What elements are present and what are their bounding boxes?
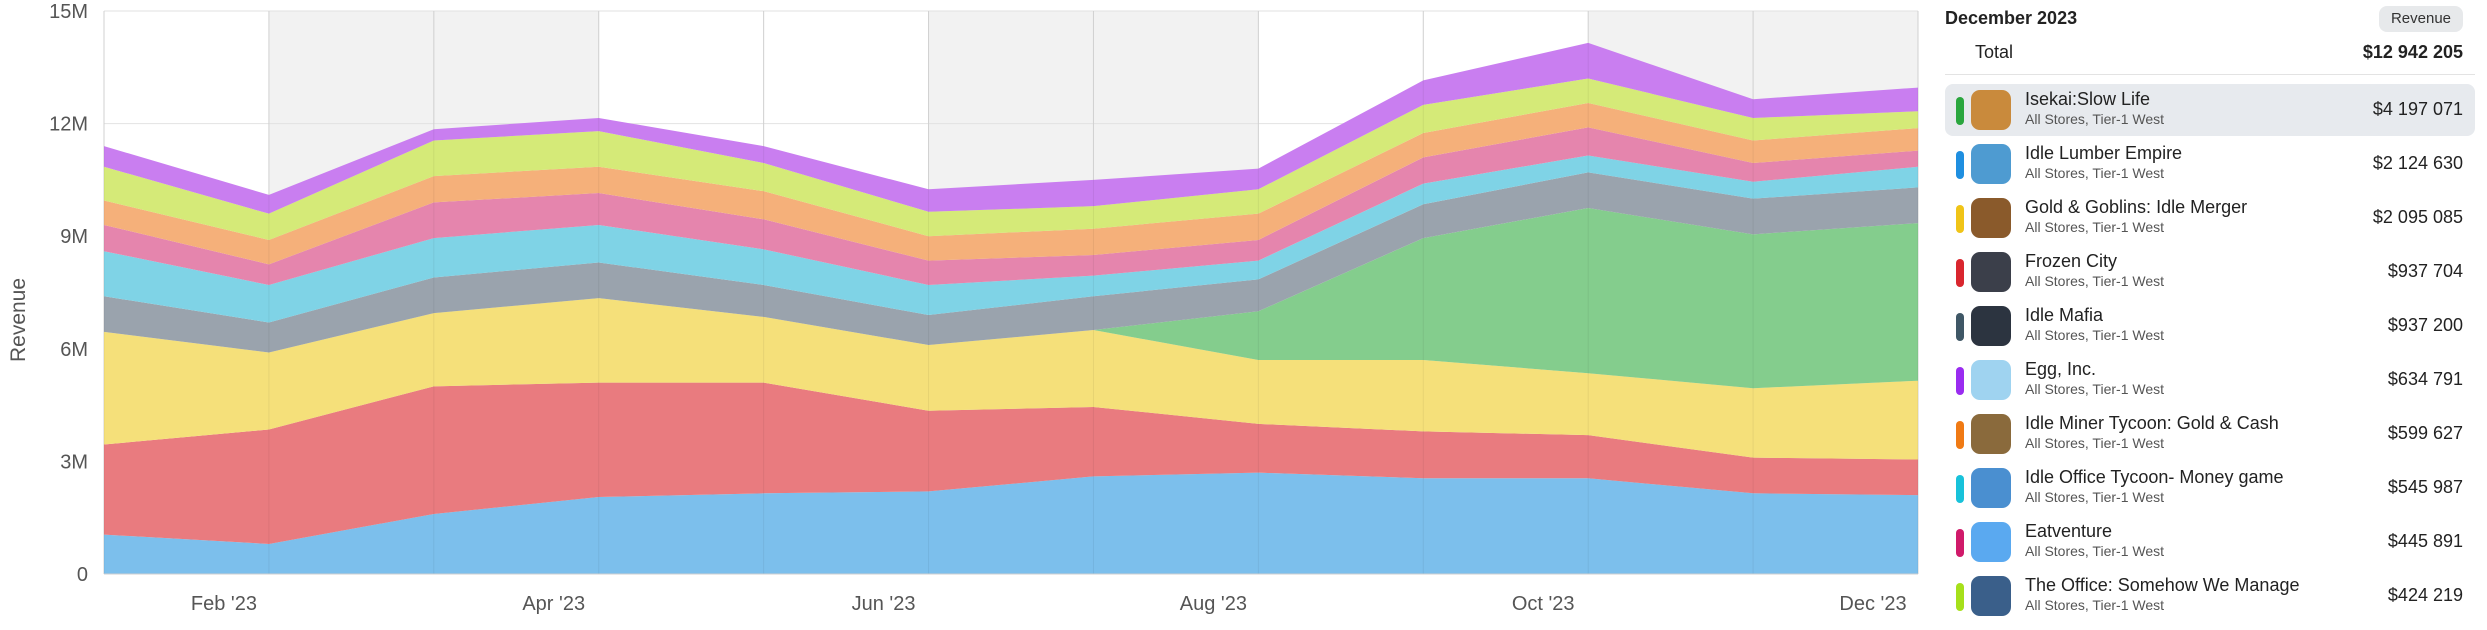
isekai-app-icon xyxy=(1971,90,2011,130)
app-revenue-value: $424 219 xyxy=(2387,585,2463,605)
series-color-swatch[interactable] xyxy=(1956,583,1964,611)
app-subtitle: All Stores, Tier-1 West xyxy=(2025,435,2165,451)
app-row[interactable]: The Office: Somehow We Manage All Stores,… xyxy=(1945,570,2475,622)
area-series-6 xyxy=(104,127,1918,285)
app-revenue-value: $937 704 xyxy=(2387,261,2463,281)
area-series-1 xyxy=(104,382,1918,544)
app-row[interactable]: Isekai:Slow Life All Stores, Tier-1 West $… xyxy=(1945,84,2475,136)
panel-header: December 2023 Revenue xyxy=(1945,6,2475,40)
metric-toggle-button[interactable]: Revenue xyxy=(2378,6,2463,32)
y-tick-label: 15M xyxy=(49,1,88,23)
series-color-swatch[interactable] xyxy=(1956,367,1964,395)
app-name: Idle Miner Tycoon: Gold & Cash xyxy=(2025,413,2279,433)
app-subtitle: All Stores, Tier-1 West xyxy=(2025,219,2165,235)
area-series-9 xyxy=(104,42,1918,214)
app-row[interactable]: Egg, Inc. All Stores, Tier-1 West $634 791 xyxy=(1945,354,2475,406)
the-office-app-icon xyxy=(1971,576,2011,616)
app-name: Egg, Inc. xyxy=(2025,359,2097,379)
app-row[interactable]: Eatventure All Stores, Tier-1 West $445 89… xyxy=(1945,516,2475,568)
area-series-7 xyxy=(104,102,1918,265)
area-series-3 xyxy=(104,208,1918,389)
y-tick-label: 9M xyxy=(60,226,88,248)
app-name: Idle Lumber Empire xyxy=(2025,143,2183,163)
app-subtitle: All Stores, Tier-1 West xyxy=(2025,111,2165,127)
series-color-swatch[interactable] xyxy=(1956,421,1964,449)
app-name: Eatventure xyxy=(2025,521,2113,541)
mafia-app-icon xyxy=(1971,306,2011,346)
app-revenue-value: $634 791 xyxy=(2387,369,2463,389)
series-color-swatch[interactable] xyxy=(1956,529,1964,557)
x-tick-label: Feb '23 xyxy=(191,593,257,615)
series-color-swatch[interactable] xyxy=(1956,151,1964,179)
app-subtitle: All Stores, Tier-1 West xyxy=(2025,327,2165,343)
app-name: Idle Mafia xyxy=(2025,305,2104,325)
app-subtitle: All Stores, Tier-1 West xyxy=(2025,489,2165,505)
y-tick-label: 6M xyxy=(60,339,88,361)
area-series-2 xyxy=(104,298,1918,460)
app-name: Isekai:Slow Life xyxy=(2025,89,2151,109)
y-tick-label: 3M xyxy=(60,451,88,473)
app-row[interactable]: Gold & Goblins: Idle Merger All Stores, T… xyxy=(1945,192,2475,244)
series-color-swatch[interactable] xyxy=(1956,313,1964,341)
app-revenue-value: $545 987 xyxy=(2387,477,2463,497)
total-label: Total xyxy=(1975,42,2014,62)
series-color-swatch[interactable] xyxy=(1956,259,1964,287)
egg-app-icon xyxy=(1971,360,2011,400)
app-name: Frozen City xyxy=(2025,251,2118,271)
series-color-swatch[interactable] xyxy=(1956,97,1964,125)
x-tick-label: Dec '23 xyxy=(1839,593,1906,615)
eatventure-app-icon xyxy=(1971,522,2011,562)
app-row[interactable]: Idle Office Tycoon- Money game All Stores… xyxy=(1945,462,2475,514)
office-tycoon-app-icon xyxy=(1971,468,2011,508)
total-value: $12 942 205 xyxy=(2362,42,2463,62)
x-tick-label: Oct '23 xyxy=(1512,593,1575,615)
app-revenue-value: $2 095 085 xyxy=(2372,207,2463,227)
x-tick-label: Jun '23 xyxy=(852,593,916,615)
app-revenue-value: $937 200 xyxy=(2387,315,2463,335)
app-row[interactable]: Idle Mafia All Stores, Tier-1 West $937 20… xyxy=(1945,300,2475,352)
app-subtitle: All Stores, Tier-1 West xyxy=(2025,165,2165,181)
goblins-app-icon xyxy=(1971,198,2011,238)
app-subtitle: All Stores, Tier-1 West xyxy=(2025,381,2165,397)
total-row: Total $12 942 205 xyxy=(1945,40,2475,75)
chart-canvas: 0 3M 6M 9M 12M 15M Feb '23 Apr '23 Jun '23 Aug '2… xyxy=(49,1,1919,615)
app-row[interactable]: Frozen City All Stores, Tier-1 West $937 7… xyxy=(1945,246,2475,298)
area-series-5 xyxy=(104,155,1918,323)
app-name: The Office: Somehow We Manage xyxy=(2025,575,2300,595)
app-subtitle: All Stores, Tier-1 West xyxy=(2025,543,2165,559)
app-revenue-value: $445 891 xyxy=(2387,531,2463,551)
y-tick-label: 0 xyxy=(77,564,88,586)
period-title: December 2023 xyxy=(1945,8,2078,28)
app-subtitle: All Stores, Tier-1 West xyxy=(2025,597,2165,613)
lumber-app-icon xyxy=(1971,144,2011,184)
app-name: Gold & Goblins: Idle Merger xyxy=(2025,197,2248,217)
y-tick-label: 12M xyxy=(49,114,88,136)
x-tick-label: Apr '23 xyxy=(522,593,585,615)
app-name: Idle Office Tycoon- Money game xyxy=(2025,467,2284,487)
app-revenue-value: $4 197 071 xyxy=(2372,99,2463,119)
legend-panel: December 2023 Revenue Total $12 942 205 … xyxy=(1945,0,2475,630)
miner-app-icon xyxy=(1971,414,2011,454)
app-revenue-value: $599 627 xyxy=(2387,423,2463,443)
x-tick-label: Aug '23 xyxy=(1180,593,1247,615)
app-subtitle: All Stores, Tier-1 West xyxy=(2025,273,2165,289)
app-row[interactable]: Idle Miner Tycoon: Gold & Cash All Stores… xyxy=(1945,408,2475,460)
series-color-swatch[interactable] xyxy=(1956,475,1964,503)
area-series-0 xyxy=(104,472,1918,574)
series-color-swatch[interactable] xyxy=(1956,205,1964,233)
app-revenue-value: $2 124 630 xyxy=(2372,153,2463,173)
area-series-8 xyxy=(104,78,1918,240)
frozen-city-app-icon xyxy=(1971,252,2011,292)
area-series-4 xyxy=(104,172,1918,353)
app-row[interactable]: Idle Lumber Empire All Stores, Tier-1 Wes… xyxy=(1945,138,2475,190)
